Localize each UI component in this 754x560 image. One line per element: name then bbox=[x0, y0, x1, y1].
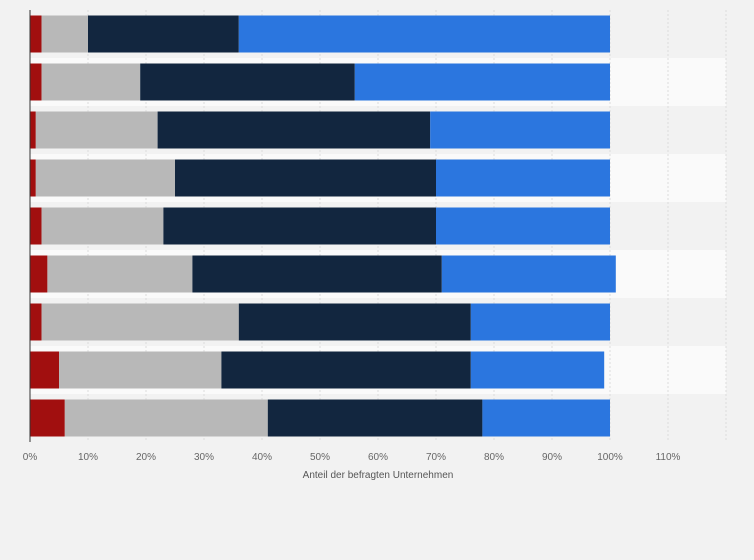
x-axis-title: Anteil der befragten Unternehmen bbox=[303, 470, 454, 481]
bar-segment bbox=[157, 111, 431, 149]
bar-segment bbox=[470, 303, 610, 341]
bar-segment bbox=[59, 351, 222, 389]
bar-segment bbox=[441, 255, 616, 293]
bar-segment bbox=[47, 255, 193, 293]
x-tick-label: 50% bbox=[310, 452, 330, 463]
bar-segment bbox=[30, 255, 48, 293]
bar-segment bbox=[140, 63, 355, 101]
bar-segment bbox=[175, 159, 436, 197]
bar-segment bbox=[163, 207, 436, 245]
bar-segment bbox=[35, 159, 175, 197]
bar-segment bbox=[221, 351, 471, 389]
bar-segment bbox=[41, 207, 164, 245]
bar-segment bbox=[41, 15, 88, 53]
bar-segment bbox=[267, 399, 483, 437]
bar-segment bbox=[30, 111, 36, 149]
x-tick-label: 30% bbox=[194, 452, 214, 463]
bar-segment bbox=[238, 303, 471, 341]
bar-segment bbox=[64, 399, 268, 437]
bar-segment bbox=[35, 111, 158, 149]
bar-segment bbox=[30, 351, 59, 389]
bar-segment bbox=[30, 159, 36, 197]
bar-segment bbox=[238, 15, 611, 53]
x-tick-label: 20% bbox=[136, 452, 156, 463]
x-tick-label: 90% bbox=[542, 452, 562, 463]
bar-segment bbox=[436, 159, 610, 197]
x-tick-label: 60% bbox=[368, 452, 388, 463]
bar-segment bbox=[41, 303, 239, 341]
bar-segment bbox=[88, 15, 239, 53]
x-tick-label: 10% bbox=[78, 452, 98, 463]
bar-segment bbox=[354, 63, 610, 101]
x-tick-label: 110% bbox=[656, 452, 681, 463]
x-tick-label: 0% bbox=[23, 452, 38, 463]
bar-segment bbox=[482, 399, 610, 437]
bar-segment bbox=[41, 63, 141, 101]
bar-segment bbox=[436, 207, 610, 245]
x-tick-label: 40% bbox=[252, 452, 272, 463]
bar-segment bbox=[30, 399, 65, 437]
bar-segment bbox=[30, 15, 42, 53]
bar-segment bbox=[30, 63, 42, 101]
x-tick-label: 100% bbox=[597, 452, 623, 463]
bar-segment bbox=[192, 255, 442, 293]
bar-segment bbox=[430, 111, 610, 149]
bar-segment bbox=[470, 351, 605, 389]
x-tick-label: 80% bbox=[484, 452, 504, 463]
bar-segment bbox=[30, 207, 42, 245]
bar-segment bbox=[30, 303, 42, 341]
x-tick-label: 70% bbox=[426, 452, 446, 463]
